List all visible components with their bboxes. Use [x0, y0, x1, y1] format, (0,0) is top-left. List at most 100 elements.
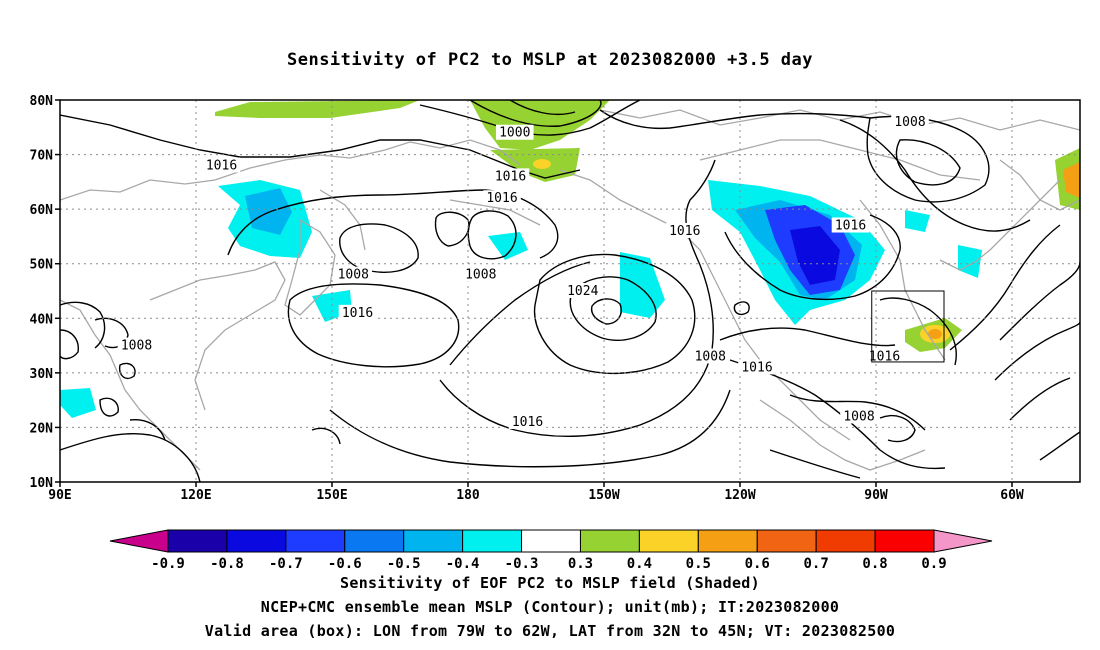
colorbar-label: -0.9 [151, 556, 185, 572]
lon-tick-label: 60W [1000, 488, 1024, 503]
lon-tick-label: 120W [724, 488, 755, 503]
contour-label-bg [461, 266, 500, 282]
contour-label: 1016 [486, 191, 517, 206]
shade-east-asia-negative-core [245, 188, 292, 235]
colorbar-segment [697, 529, 758, 553]
contour-label: 1016 [512, 415, 543, 430]
colorbar-segment [579, 529, 640, 553]
lon-tick-label: 90W [864, 488, 888, 503]
lat-tick-label: 50N [30, 258, 54, 273]
contour-label: 1008 [843, 410, 874, 425]
colorbar-label: -0.8 [210, 556, 244, 572]
contour-label-bg [840, 408, 878, 424]
lon-tick-label: 150E [316, 488, 347, 503]
colorbar-label: -0.5 [387, 556, 421, 572]
colorbar-label: 0.3 [568, 556, 593, 572]
caption-line-1: Sensitivity of EOF PC2 to MSLP field (Sh… [340, 574, 760, 592]
colorbar-segment [521, 529, 581, 553]
contour-label-bg [491, 168, 530, 184]
colorbar-label: 0.8 [862, 556, 887, 572]
colorbar-label: 0.9 [921, 556, 946, 572]
lat-tick-label: 80N [30, 94, 54, 109]
colorbar-segment [756, 529, 817, 553]
caption-line-3: Valid area (box): LON from 79W to 62W, L… [204, 622, 896, 640]
contour-label-bg [338, 304, 377, 320]
colorbar-label: -0.6 [328, 556, 362, 572]
contour-label: 1016 [741, 360, 772, 375]
colorbar-label: -0.4 [446, 556, 480, 572]
colorbar-segment [462, 529, 523, 553]
colorbar-high-triangle [933, 529, 993, 553]
colorbar-segment [403, 529, 464, 553]
lon-tick-label: 120E [180, 488, 211, 503]
colorbar-label: 0.6 [745, 556, 770, 572]
lat-tick-label: 20N [30, 421, 54, 436]
lat-axis: 80N 70N 60N 50N 40N 30N 20N 10N [30, 94, 60, 491]
lat-tick-label: 10N [30, 476, 54, 491]
contour-label: 1008 [338, 268, 369, 283]
contour-label: 1008 [465, 268, 496, 283]
shade-bering-yellow [533, 159, 551, 169]
colorbar-segment [638, 529, 699, 553]
contour-label: 1008 [894, 115, 925, 130]
contour-label-bg [563, 283, 602, 298]
contour-label-bg [738, 359, 776, 375]
colorbar-low-triangle [109, 529, 169, 553]
contour-label-bg [334, 266, 373, 282]
map-title: Sensitivity of PC2 to MSLP at 2023082000… [286, 50, 813, 70]
shade-maritime-negative [958, 245, 982, 278]
contour-label-bg [691, 348, 730, 364]
colorbar-segment [167, 529, 228, 553]
colorbar: -0.9 -0.8 -0.7 -0.6 -0.5 -0.4 -0.3 0.3 0.4 0.5 0.6… [109, 529, 993, 572]
contour-label: 1016 [206, 158, 237, 173]
contour-label-bg [483, 190, 521, 206]
map-frame [59, 99, 1081, 483]
colorbar-label: 0.7 [804, 556, 829, 572]
lon-tick-label: 150W [588, 488, 619, 503]
colorbar-label: 0.5 [686, 556, 711, 572]
colorbar-segment [344, 529, 405, 553]
contour-label: 1016 [495, 169, 526, 184]
colorbar-label: -0.3 [505, 556, 539, 572]
contour-label: 1024 [567, 284, 598, 299]
contour-label-bg [117, 337, 156, 353]
graticule [60, 100, 1080, 482]
colorbar-segment [226, 529, 287, 553]
contour-label-bg [891, 113, 929, 129]
shade-aleutian-negative [488, 232, 528, 260]
contour-label-bg [508, 413, 547, 429]
contour-label-bg [495, 124, 534, 140]
shading-layer [60, 100, 1080, 418]
caption-line-2: NCEP+CMC ensemble mean MSLP (Contour); u… [260, 598, 840, 616]
contour-label: 1008 [121, 339, 152, 354]
shade-na-negative-core [790, 226, 840, 285]
colorbar-segment [285, 529, 346, 553]
contour-label: 1016 [342, 306, 373, 321]
contour-label: 1000 [499, 126, 530, 141]
contour-label-bg [202, 157, 241, 173]
shade-ne-pacific-negative [620, 252, 665, 318]
shade-arctic-positive [215, 100, 420, 118]
contour-label-bg [865, 348, 904, 364]
contour-label: 1016 [835, 219, 866, 234]
colorbar-segment [874, 529, 935, 553]
lon-tick-label: 90E [48, 488, 71, 503]
shade-east-canada-negative [905, 210, 930, 232]
valid-area-box [871, 290, 945, 363]
contour-label: 1008 [695, 349, 726, 364]
shade-sw-negative [60, 388, 96, 418]
shade-greenland-orange [1063, 162, 1080, 198]
lat-tick-label: 70N [30, 149, 54, 164]
shade-atlantic-orange [928, 329, 942, 339]
lat-tick-label: 40N [30, 312, 54, 327]
lon-tick-label: 180 [456, 488, 480, 503]
contour-label-bg [831, 217, 870, 233]
contour-label: 1016 [869, 349, 900, 364]
contour-labels: 1000 1008 1016 1016 1016 1016 1016 1008 1008 1024… [117, 113, 929, 430]
colorbar-segment [815, 529, 876, 553]
colorbar-label: -0.7 [269, 556, 303, 572]
contour-label: 1016 [669, 224, 700, 239]
lat-tick-label: 30N [30, 367, 54, 382]
colorbar-label: 0.4 [627, 556, 652, 572]
